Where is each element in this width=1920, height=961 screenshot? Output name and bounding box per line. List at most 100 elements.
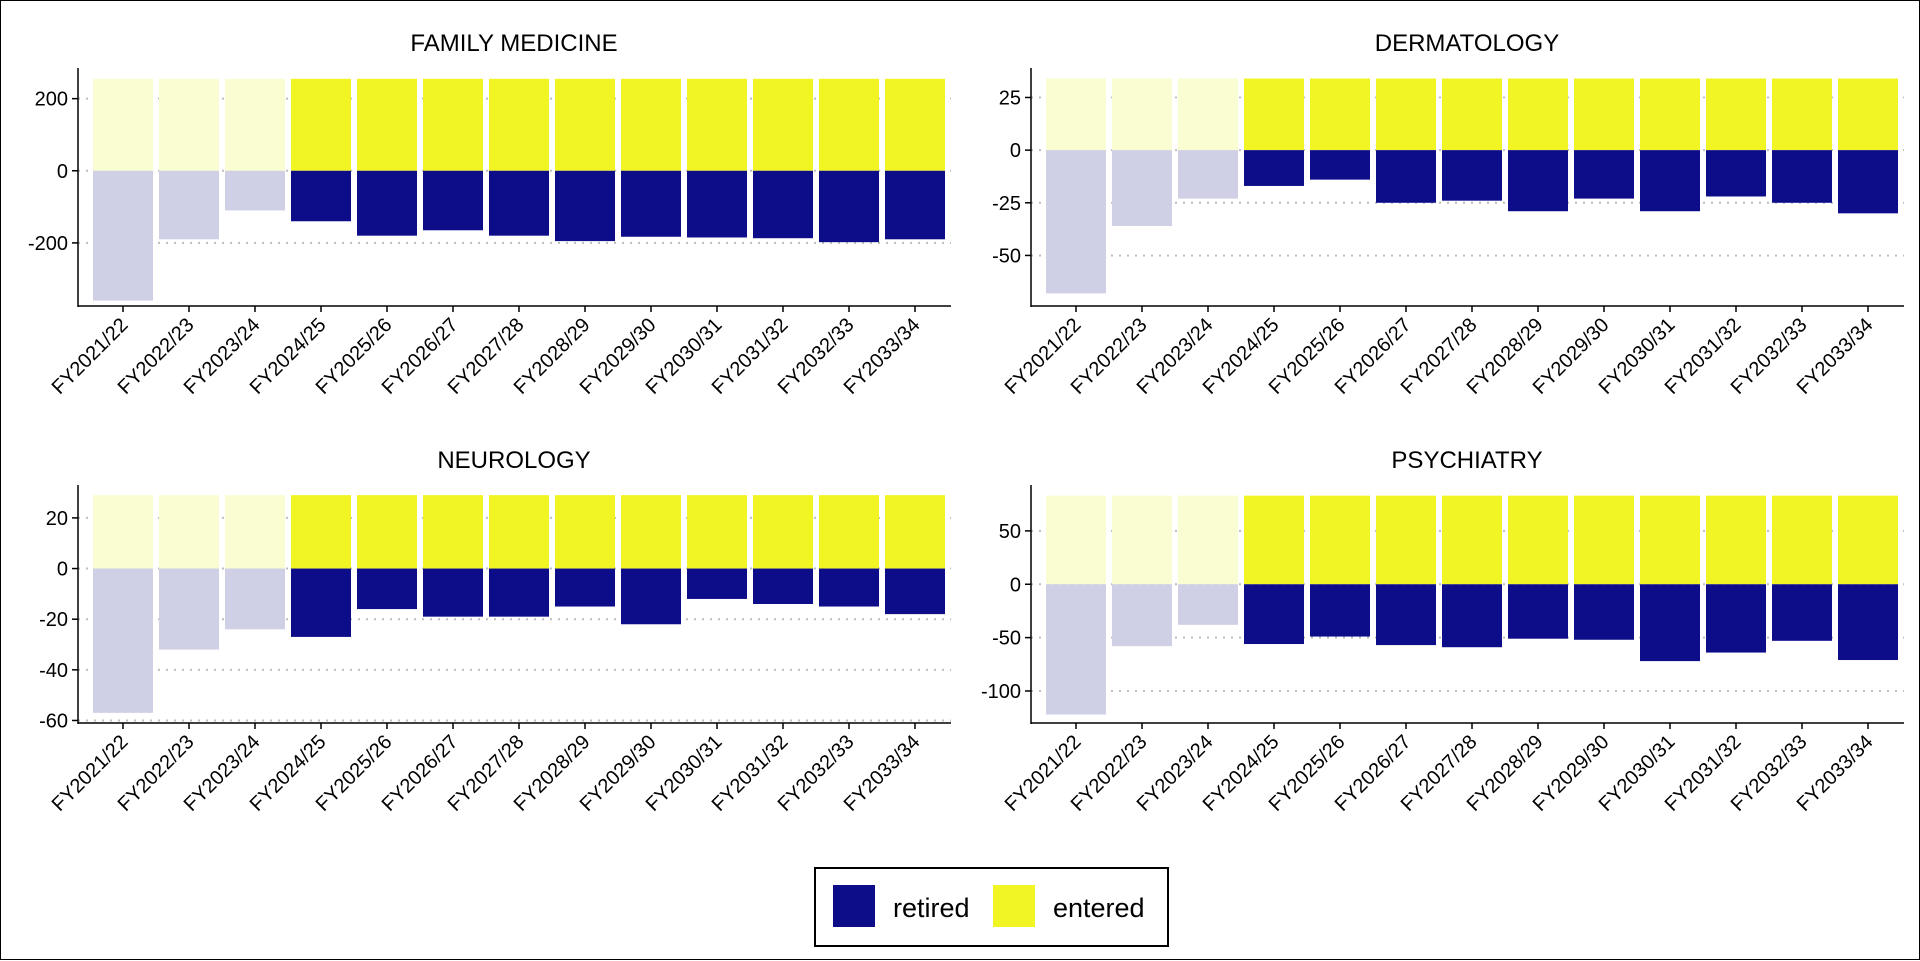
bar-retired	[1838, 150, 1898, 214]
y-tick-label: -50	[992, 628, 1021, 650]
panels: 2000-200FY2021/22FY2022/23FY2023/24FY202…	[28, 30, 1904, 816]
panel-title: FAMILY MEDICINE	[410, 30, 617, 57]
bar-entered	[423, 495, 483, 569]
bar-retired	[1112, 584, 1172, 647]
bar-retired	[1376, 150, 1436, 203]
bar-entered	[1046, 495, 1106, 585]
bar-entered	[93, 78, 153, 171]
y-tick-label: -60	[39, 710, 68, 732]
bar-entered	[1112, 78, 1172, 151]
bar-retired	[1310, 584, 1370, 637]
bar-retired	[621, 568, 681, 625]
bar-entered	[1046, 78, 1106, 151]
bar-retired	[357, 170, 417, 236]
bar-entered	[489, 78, 549, 171]
legend: retired entered	[814, 867, 1169, 947]
bar-retired	[423, 170, 483, 231]
bar-entered	[687, 78, 747, 171]
bar-entered	[1838, 78, 1898, 151]
bar-retired	[1706, 584, 1766, 653]
bar-entered	[1310, 78, 1370, 151]
bar-retired	[1574, 584, 1634, 640]
bar-entered	[1640, 495, 1700, 585]
bar-retired	[1244, 584, 1304, 645]
y-tick-label: 0	[1010, 574, 1021, 596]
y-tick-label: -200	[28, 233, 68, 255]
legend-swatch-retired	[833, 885, 875, 927]
bar-retired	[1046, 584, 1106, 715]
bar-retired	[291, 568, 351, 637]
bar-retired	[1772, 584, 1832, 641]
bar-retired	[621, 170, 681, 237]
bar-retired	[423, 568, 483, 617]
panel-title: DERMATOLOGY	[1375, 30, 1559, 57]
bar-retired	[225, 568, 285, 630]
bar-retired	[885, 568, 945, 615]
bar-entered	[1310, 495, 1370, 585]
panel-1: 250-25-50FY2021/22FY2022/23FY2023/24FY20…	[992, 30, 1904, 399]
bar-entered	[1442, 78, 1502, 151]
bar-retired	[1640, 150, 1700, 212]
bar-entered	[159, 495, 219, 569]
bar-retired	[753, 170, 813, 239]
panel-0: 2000-200FY2021/22FY2022/23FY2023/24FY202…	[28, 30, 951, 399]
bar-entered	[1772, 78, 1832, 151]
bar-retired	[1442, 150, 1502, 201]
bar-retired	[1838, 584, 1898, 661]
bar-retired	[225, 170, 285, 211]
bar-entered	[1244, 78, 1304, 151]
bar-entered	[1178, 495, 1238, 585]
bar-entered	[555, 78, 615, 171]
y-tick-label: 0	[1010, 140, 1021, 162]
bar-retired	[555, 568, 615, 607]
bar-retired	[357, 568, 417, 610]
bar-entered	[1574, 495, 1634, 585]
bar-retired	[1706, 150, 1766, 197]
y-tick-label: -100	[981, 681, 1021, 703]
bar-retired	[1310, 150, 1370, 180]
bar-retired	[159, 568, 219, 650]
bar-entered	[885, 78, 945, 171]
bar-entered	[225, 78, 285, 171]
bar-retired	[291, 170, 351, 222]
bar-entered	[687, 495, 747, 569]
legend-swatch-entered	[993, 885, 1035, 927]
bar-entered	[1772, 495, 1832, 585]
bar-retired	[555, 170, 615, 242]
bar-entered	[291, 78, 351, 171]
panel-title: NEUROLOGY	[437, 447, 590, 474]
bar-entered	[357, 495, 417, 569]
panel-3: 500-50-100FY2021/22FY2022/23FY2023/24FY2…	[981, 447, 1904, 816]
bar-retired	[159, 170, 219, 240]
bar-entered	[1706, 495, 1766, 585]
bar-retired	[1178, 584, 1238, 625]
bar-retired	[819, 568, 879, 607]
bar-retired	[687, 170, 747, 238]
bar-entered	[1640, 78, 1700, 151]
y-tick-label: 50	[999, 521, 1021, 543]
bar-entered	[93, 495, 153, 569]
bar-retired	[1508, 584, 1568, 639]
bar-entered	[357, 78, 417, 171]
bar-retired	[1112, 150, 1172, 226]
bar-retired	[687, 568, 747, 599]
bar-retired	[1574, 150, 1634, 199]
bar-entered	[489, 495, 549, 569]
y-tick-label: 200	[35, 89, 68, 111]
bar-entered	[1376, 78, 1436, 151]
bar-retired	[1640, 584, 1700, 662]
bar-entered	[1508, 495, 1568, 585]
bar-retired	[93, 170, 153, 301]
y-tick-label: 0	[57, 161, 68, 183]
y-tick-label: -20	[39, 609, 68, 631]
bar-entered	[1178, 78, 1238, 151]
bar-entered	[291, 495, 351, 569]
bar-entered	[1838, 495, 1898, 585]
bar-retired	[1442, 584, 1502, 648]
bar-entered	[1706, 78, 1766, 151]
bar-entered	[753, 495, 813, 569]
bar-retired	[819, 170, 879, 243]
bar-retired	[1772, 150, 1832, 203]
bar-entered	[1112, 495, 1172, 585]
